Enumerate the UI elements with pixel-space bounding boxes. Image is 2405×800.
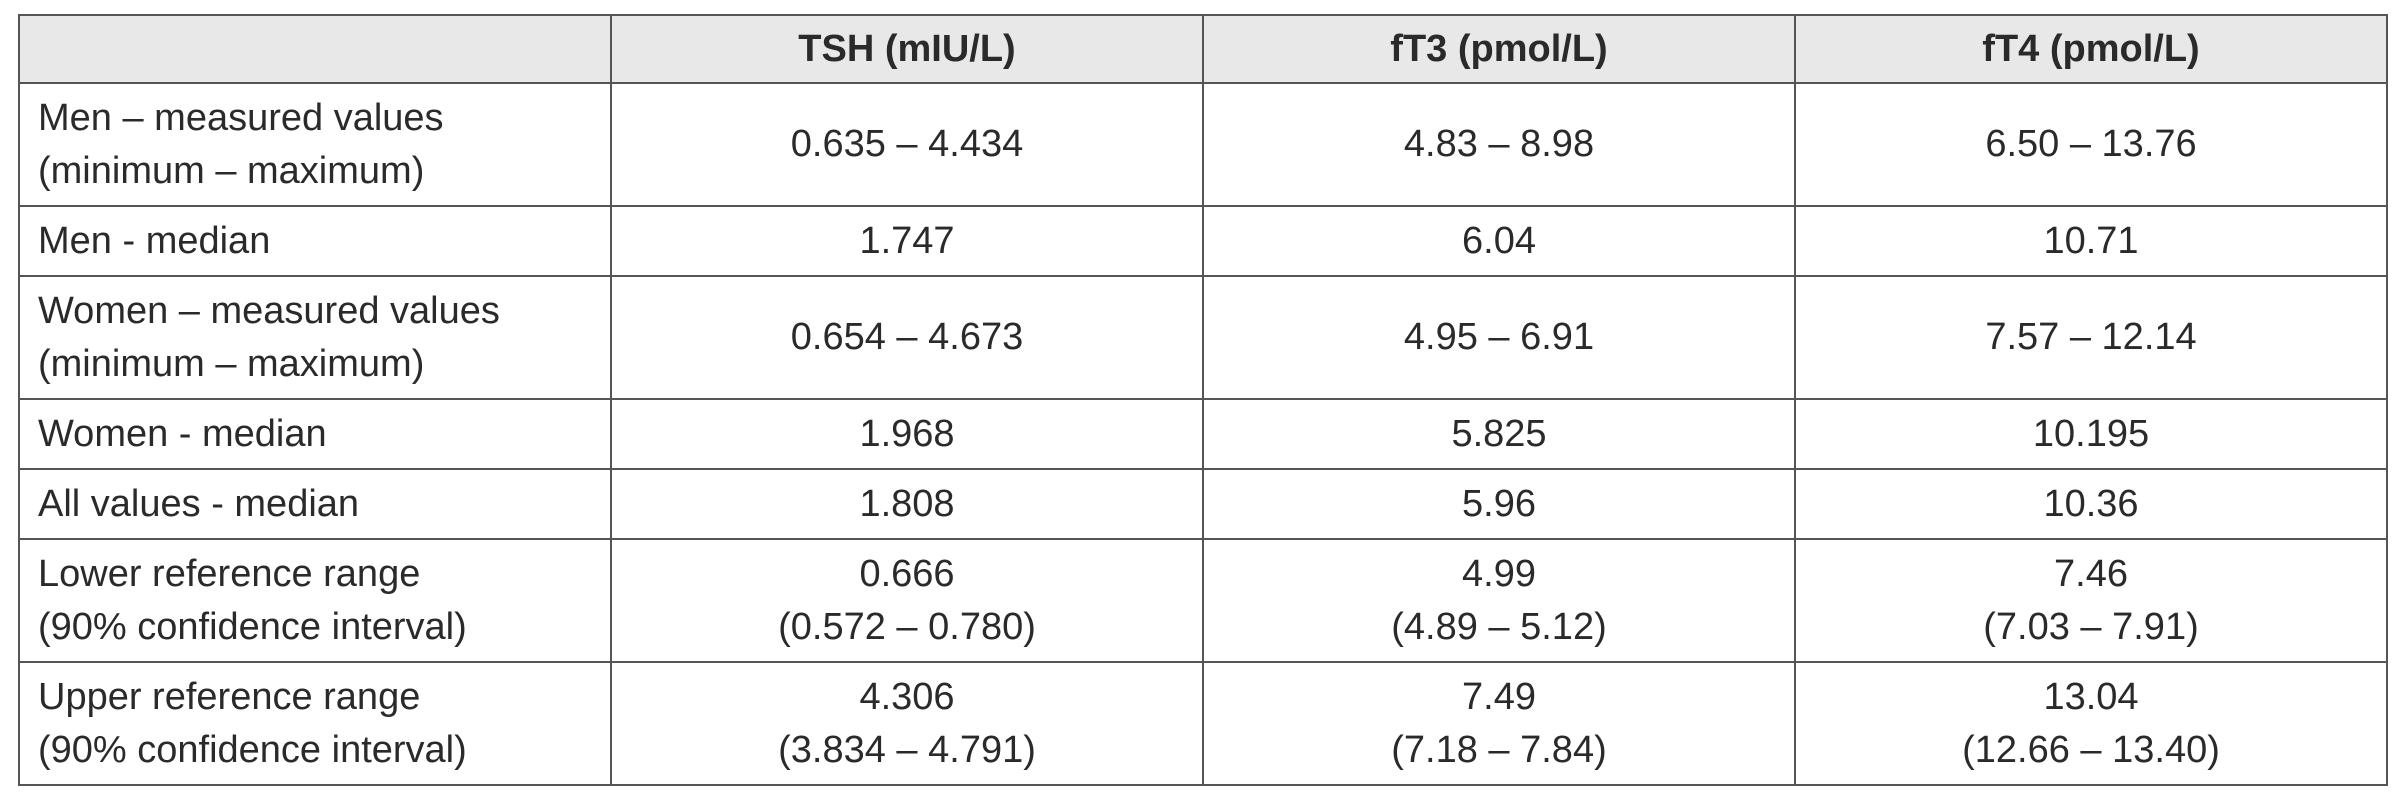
cell-ft4: 10.71 [1794, 205, 2388, 277]
cell-ci: (7.18 – 7.84) [1391, 728, 1607, 771]
cell-ft3: 4.99 (4.89 – 5.12) [1202, 538, 1796, 663]
row-label-line: Upper reference range [38, 675, 421, 718]
table-row: Upper reference range (90% confidence in… [18, 661, 2388, 786]
table-body: Men – measured values (minimum – maximum… [18, 82, 2388, 786]
cell-value: 7.49 [1462, 675, 1536, 718]
cell-ci: (4.89 – 5.12) [1391, 605, 1607, 648]
row-label-line: Men - median [38, 219, 271, 262]
header-tsh: TSH (mIU/L) [610, 14, 1204, 84]
cell-tsh: 0.654 – 4.673 [610, 275, 1204, 400]
row-label-line: (90% confidence interval) [38, 605, 467, 648]
cell-ft3: 4.83 – 8.98 [1202, 82, 1796, 207]
table-row: Men - median 1.747 6.04 10.71 [18, 205, 2388, 277]
row-label: Upper reference range (90% confidence in… [18, 661, 612, 786]
cell-tsh: 0.666 (0.572 – 0.780) [610, 538, 1204, 663]
cell-value: 5.825 [1451, 412, 1547, 455]
header-corner-cell [18, 14, 612, 84]
cell-value: 4.306 [859, 675, 955, 718]
row-label-line: Lower reference range [38, 552, 421, 595]
cell-value: 0.666 [859, 552, 955, 595]
cell-value: 10.71 [2043, 219, 2139, 262]
cell-ft4: 10.195 [1794, 398, 2388, 470]
cell-ft3: 6.04 [1202, 205, 1796, 277]
cell-value: 0.635 – 4.434 [790, 123, 1024, 165]
table-row: Lower reference range (90% confidence in… [18, 538, 2388, 663]
cell-ft4: 6.50 – 13.76 [1794, 82, 2388, 207]
row-label: Women – measured values (minimum – maxim… [18, 275, 612, 400]
cell-value: 4.83 – 8.98 [1403, 123, 1595, 165]
cell-value: 6.04 [1462, 219, 1536, 262]
table-row: Men – measured values (minimum – maximum… [18, 82, 2388, 207]
cell-value: 1.808 [859, 482, 955, 525]
cell-ft3: 4.95 – 6.91 [1202, 275, 1796, 400]
cell-value: 4.99 [1462, 552, 1536, 595]
cell-tsh: 0.635 – 4.434 [610, 82, 1204, 207]
row-label-line: Men – measured values [38, 96, 444, 139]
cell-value: 10.195 [2032, 412, 2150, 455]
cell-ft4: 13.04 (12.66 – 13.40) [1794, 661, 2388, 786]
row-label-line: Women - median [38, 412, 327, 455]
row-label: All values - median [18, 468, 612, 540]
cell-tsh: 1.968 [610, 398, 1204, 470]
cell-value: 0.654 – 4.673 [790, 316, 1024, 358]
cell-tsh: 1.808 [610, 468, 1204, 540]
cell-ci: (12.66 – 13.40) [1962, 728, 2220, 771]
cell-ci: (7.03 – 7.91) [1983, 605, 2199, 648]
cell-value: 1.968 [859, 412, 955, 455]
row-label-line: (90% confidence interval) [38, 728, 467, 771]
table-row: Women - median 1.968 5.825 10.195 [18, 398, 2388, 470]
cell-tsh: 4.306 (3.834 – 4.791) [610, 661, 1204, 786]
table-row: Women – measured values (minimum – maxim… [18, 275, 2388, 400]
row-label-line: Women – measured values [38, 289, 500, 332]
cell-value: 5.96 [1462, 482, 1536, 525]
row-label-line: (minimum – maximum) [38, 149, 425, 192]
cell-value: 7.57 – 12.14 [1985, 316, 2197, 358]
row-label: Men – measured values (minimum – maximum… [18, 82, 612, 207]
row-label-line: All values - median [38, 482, 360, 525]
header-ft4: fT4 (pmol/L) [1794, 14, 2388, 84]
cell-value: 13.04 [2043, 675, 2139, 718]
cell-ft4: 7.57 – 12.14 [1794, 275, 2388, 400]
table-header: TSH (mIU/L) fT3 (pmol/L) fT4 (pmol/L) [18, 14, 2388, 84]
cell-ft3: 5.825 [1202, 398, 1796, 470]
cell-ft4: 7.46 (7.03 – 7.91) [1794, 538, 2388, 663]
table-row: All values - median 1.808 5.96 10.36 [18, 468, 2388, 540]
cell-value: 10.36 [2043, 482, 2139, 525]
cell-ci: (3.834 – 4.791) [778, 728, 1036, 771]
cell-ci: (0.572 – 0.780) [778, 605, 1036, 648]
cell-ft3: 5.96 [1202, 468, 1796, 540]
cell-value: 4.95 – 6.91 [1403, 316, 1595, 358]
cell-value: 6.50 – 13.76 [1985, 123, 2197, 165]
cell-ft4: 10.36 [1794, 468, 2388, 540]
row-label: Lower reference range (90% confidence in… [18, 538, 612, 663]
header-row: TSH (mIU/L) fT3 (pmol/L) fT4 (pmol/L) [18, 14, 2388, 84]
reference-range-table: TSH (mIU/L) fT3 (pmol/L) fT4 (pmol/L) Me… [18, 14, 2388, 786]
row-label-line: (minimum – maximum) [38, 342, 425, 385]
row-label: Women - median [18, 398, 612, 470]
cell-value: 1.747 [859, 219, 955, 262]
cell-value: 7.46 [2054, 552, 2128, 595]
row-label: Men - median [18, 205, 612, 277]
cell-tsh: 1.747 [610, 205, 1204, 277]
cell-ft3: 7.49 (7.18 – 7.84) [1202, 661, 1796, 786]
header-ft3: fT3 (pmol/L) [1202, 14, 1796, 84]
